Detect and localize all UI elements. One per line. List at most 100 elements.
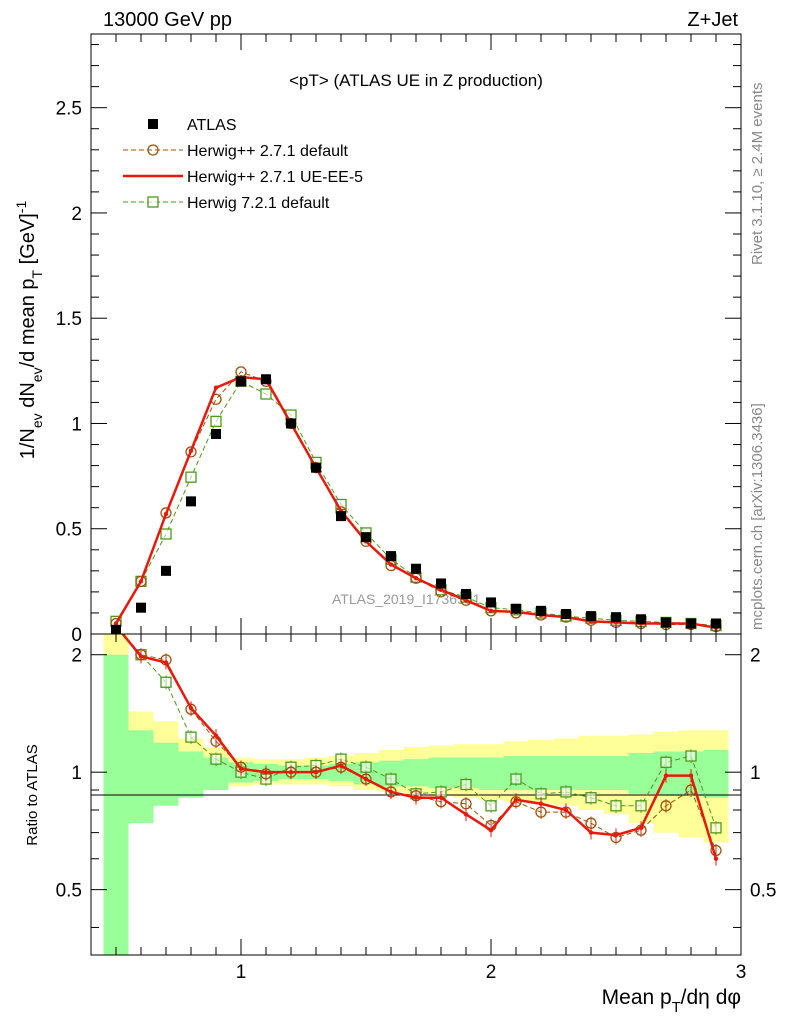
ratio-point-herwig-7-2-1-default <box>610 800 622 812</box>
main-point-herwig-7-2-1-default <box>210 415 222 428</box>
band-inner <box>603 756 629 791</box>
band-inner <box>478 757 504 791</box>
ratio-point-herwig-2-7-1-ue-ee-5 <box>363 776 369 782</box>
legend-label-atlas: ATLAS <box>187 117 237 134</box>
ratio-point-herwig-2-7-1-ue-ee-5 <box>463 812 469 817</box>
chart-title: <pT> (ATLAS UE in Z production) <box>289 71 543 90</box>
ratio-point-herwig-2-7-1-ue-ee-5 <box>638 825 644 831</box>
main-point-herwig-2-7-1-ue-ee-5 <box>488 608 494 614</box>
main-point-atlas <box>561 609 571 619</box>
ratio-point-herwig-2-7-1-ue-ee-5 <box>313 769 319 775</box>
ratio-point-herwig-2-7-1-ue-ee-5 <box>488 828 494 833</box>
band-inner <box>553 756 579 791</box>
ratio-point-herwig-7-2-1-default <box>210 753 222 765</box>
ratio-point-herwig-2-7-1-ue-ee-5 <box>413 795 419 800</box>
band-inner <box>628 752 654 794</box>
main-point-herwig-2-7-1-default <box>160 507 172 519</box>
main-point-atlas <box>436 578 446 589</box>
ratio-ytick-label: 1 <box>71 763 82 784</box>
main-point-herwig-2-7-1-ue-ee-5 <box>438 587 444 592</box>
legend-label-herwig-2-7-1-default: Herwig++ 2.7.1 default <box>187 143 349 160</box>
legend-marker-herwig-7-2-1-default <box>147 196 159 208</box>
main-line-herwig-7-2-1-default <box>115 380 717 627</box>
main-point-herwig-2-7-1-default <box>185 446 197 458</box>
side-label-mcplots: mcplots.cern.ch [arXiv:1306.3436] <box>749 403 766 630</box>
ratio-ytick-label: 2 <box>71 646 82 667</box>
ratio-point-herwig-2-7-1-ue-ee-5 <box>438 795 444 800</box>
ratio-point-herwig-2-7-1-ue-ee-5 <box>613 832 619 838</box>
ratio-point-herwig-7-2-1-default <box>460 778 472 791</box>
ratio-point-herwig-2-7-1-ue-ee-5 <box>138 654 144 659</box>
legend-label-herwig-2-7-1-ue-ee-5: Herwig++ 2.7.1 UE-EE-5 <box>187 169 363 186</box>
main-point-herwig-2-7-1-ue-ee-5 <box>388 562 394 567</box>
main-point-atlas <box>386 551 396 562</box>
ratio-y-axis-label: Ratio to ATLAS <box>24 744 41 845</box>
band-inner <box>528 756 554 791</box>
ratio-point-herwig-2-7-1-ue-ee-5 <box>563 807 569 813</box>
ratio-point-herwig-2-7-1-ue-ee-5 <box>163 660 169 665</box>
ratio-point-herwig-2-7-1-ue-ee-5 <box>388 789 394 795</box>
main-point-atlas <box>211 429 221 439</box>
ratio-ytick-label-right: 0.5 <box>750 881 776 902</box>
ratio-point-herwig-7-2-1-default <box>360 761 372 773</box>
x-axis-label: Mean pT/dη dφ <box>602 986 741 1016</box>
ratio-point-herwig-2-7-1-ue-ee-5 <box>188 705 194 711</box>
band-inner <box>403 759 429 787</box>
ratio-point-herwig-7-2-1-default <box>660 756 672 768</box>
main-ytick-label: 1.5 <box>56 309 82 330</box>
ratio-point-herwig-2-7-1-ue-ee-5 <box>238 766 244 772</box>
main-ytick-label: 2.5 <box>56 99 82 120</box>
main-point-atlas <box>236 376 246 387</box>
main-point-atlas <box>661 617 671 628</box>
main-point-herwig-2-7-1-ue-ee-5 <box>113 621 119 626</box>
band-inner <box>703 749 729 798</box>
main-point-atlas <box>286 418 296 429</box>
ratio-point-herwig-2-7-1-ue-ee-5 <box>713 856 719 861</box>
band-inner <box>128 730 154 824</box>
ratio-point-herwig-2-7-1-ue-ee-5 <box>688 773 694 778</box>
main-point-atlas <box>361 532 371 543</box>
ratio-point-herwig-2-7-1-ue-ee-5 <box>263 769 269 775</box>
main-point-atlas <box>486 597 496 608</box>
main-point-herwig-7-2-1-default <box>160 528 172 540</box>
main-point-atlas <box>636 614 646 625</box>
main-point-herwig-7-2-1-default <box>185 471 197 483</box>
y-axis-label: 1/Nev dNev/d mean pT [GeV]-1 <box>13 201 45 460</box>
header-right: Z+Jet <box>687 9 738 31</box>
ratio-point-herwig-7-2-1-default <box>635 800 647 812</box>
main-point-atlas <box>461 589 471 599</box>
x-tick-label: 2 <box>486 962 497 983</box>
ratio-point-herwig-2-7-1-ue-ee-5 <box>538 801 544 806</box>
main-point-herwig-2-7-1-ue-ee-5 <box>213 385 219 390</box>
main-point-herwig-2-7-1-ue-ee-5 <box>163 511 169 517</box>
ratio-point-herwig-2-7-1-ue-ee-5 <box>213 733 219 738</box>
watermark: ATLAS_2019_I1736531 <box>332 591 481 607</box>
ratio-ytick-label: 0.5 <box>56 881 82 902</box>
ratio-point-herwig-2-7-1-ue-ee-5 <box>663 773 669 778</box>
ratio-point-herwig-7-2-1-default <box>710 822 722 834</box>
band-inner <box>428 757 454 789</box>
main-point-atlas <box>261 374 271 385</box>
main-ytick-label: 0.5 <box>56 520 82 541</box>
main-point-atlas <box>311 462 321 473</box>
legend-label-herwig-7-2-1-default: Herwig 7.2.1 default <box>187 195 330 212</box>
ratio-point-herwig-2-7-1-ue-ee-5 <box>288 769 294 775</box>
main-ytick-label: 0 <box>71 625 82 646</box>
band-inner <box>178 751 204 798</box>
main-point-herwig-2-7-1-ue-ee-5 <box>413 576 419 581</box>
main-point-atlas <box>136 602 146 613</box>
ratio-ytick-label-right: 1 <box>750 763 761 784</box>
ratio-panel: 0.5 0.5 1 1 2 2 1 2 3 Ratio to ATLAS Mean pT/dη… <box>24 633 776 1016</box>
main-point-atlas <box>536 605 546 616</box>
main-point-atlas <box>686 618 696 629</box>
band-inner <box>153 742 179 806</box>
band-inner <box>578 756 604 791</box>
ratio-point-herwig-7-2-1-default <box>685 750 697 762</box>
header-left: 13000 GeV pp <box>103 9 232 31</box>
ratio-point-herwig-7-2-1-default <box>560 786 572 798</box>
ratio-point-herwig-2-7-1-ue-ee-5 <box>338 763 344 768</box>
main-point-atlas <box>411 563 421 574</box>
ratio-point-herwig-7-2-1-default <box>385 773 397 785</box>
main-point-atlas <box>611 612 621 623</box>
